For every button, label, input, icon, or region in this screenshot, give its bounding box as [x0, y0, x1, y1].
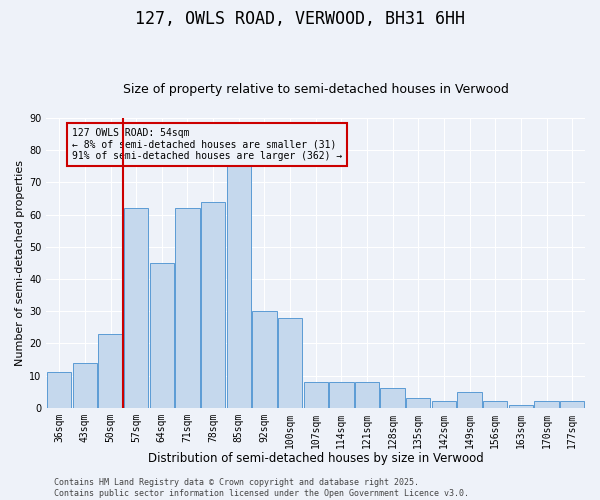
Text: Contains HM Land Registry data © Crown copyright and database right 2025.
Contai: Contains HM Land Registry data © Crown c… [54, 478, 469, 498]
Bar [535, 402, 559, 407]
Bar [406, 398, 430, 407]
Bar [355, 382, 379, 407]
Bar [432, 402, 456, 407]
Bar [201, 202, 225, 408]
Title: Size of property relative to semi-detached houses in Verwood: Size of property relative to semi-detach… [123, 83, 509, 96]
Bar [252, 311, 277, 408]
Bar [149, 263, 174, 408]
Bar [329, 382, 353, 407]
Bar [560, 402, 584, 407]
X-axis label: Distribution of semi-detached houses by size in Verwood: Distribution of semi-detached houses by … [148, 452, 484, 465]
Bar [278, 318, 302, 408]
Bar [457, 392, 482, 407]
Bar [227, 163, 251, 408]
Bar [304, 382, 328, 407]
Bar [98, 334, 123, 407]
Bar [73, 362, 97, 408]
Bar [47, 372, 71, 408]
Text: 127 OWLS ROAD: 54sqm
← 8% of semi-detached houses are smaller (31)
91% of semi-d: 127 OWLS ROAD: 54sqm ← 8% of semi-detach… [72, 128, 343, 161]
Y-axis label: Number of semi-detached properties: Number of semi-detached properties [15, 160, 25, 366]
Bar [483, 402, 508, 407]
Bar [175, 208, 200, 408]
Bar [124, 208, 148, 408]
Bar [509, 404, 533, 407]
Text: 127, OWLS ROAD, VERWOOD, BH31 6HH: 127, OWLS ROAD, VERWOOD, BH31 6HH [135, 10, 465, 28]
Bar [380, 388, 405, 407]
